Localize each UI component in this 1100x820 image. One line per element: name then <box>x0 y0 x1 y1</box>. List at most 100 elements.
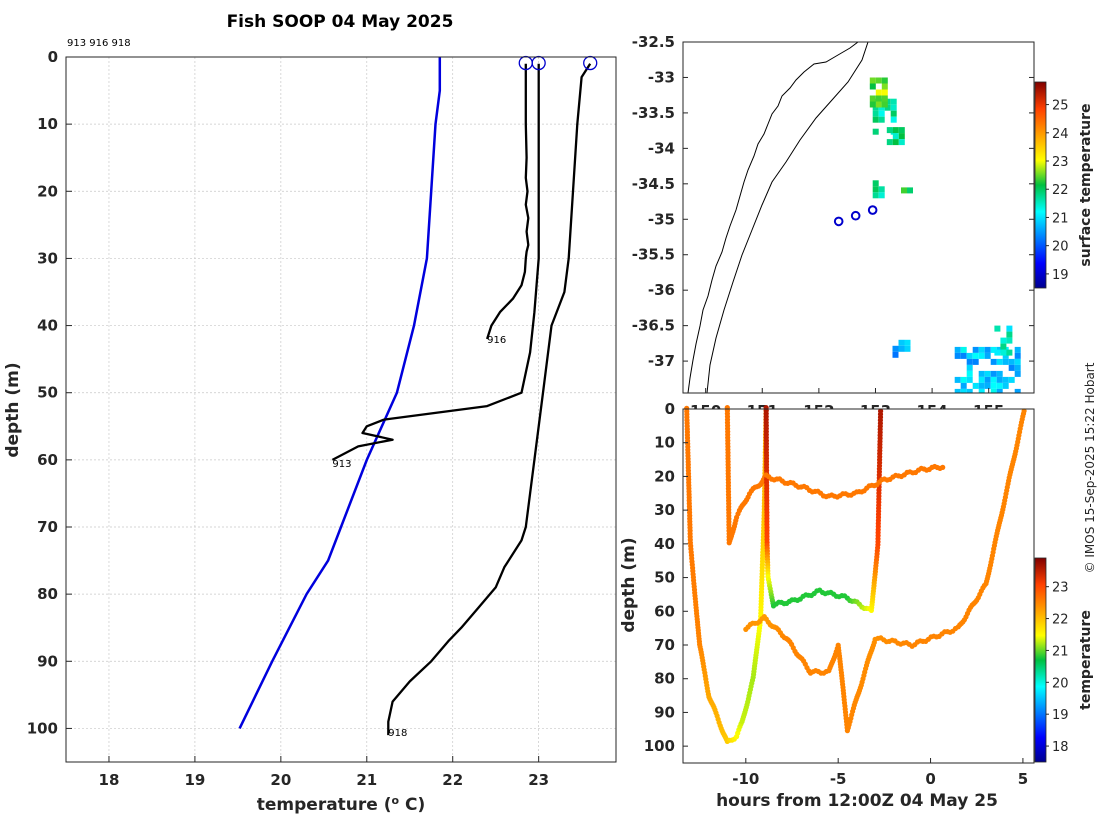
sst-pixel <box>875 101 882 108</box>
sst-pixel <box>996 382 1003 389</box>
sst-pixel <box>898 139 905 146</box>
map-axes-box <box>682 41 1035 394</box>
map-y-tick: -34 <box>648 139 675 157</box>
section-y-tick: 70 <box>654 636 675 654</box>
sst-pixel <box>872 186 879 193</box>
profile-x-tick: 21 <box>356 771 377 789</box>
section-tracks <box>684 405 1027 745</box>
sst-pixel <box>960 382 967 389</box>
sst-pixel <box>892 345 899 352</box>
profile-y-tick: 20 <box>37 182 58 200</box>
map-y-tick: -33.5 <box>632 104 675 122</box>
sst-pixel <box>960 352 967 359</box>
station-marker <box>867 205 878 215</box>
sst-pixel <box>1002 376 1009 383</box>
sst-pixel <box>878 192 885 199</box>
sst-pixel <box>990 388 997 393</box>
sst-pixel <box>872 128 879 135</box>
sst-pixel <box>1014 388 1021 393</box>
sst-pixel <box>904 345 911 352</box>
sst-pixel <box>960 346 967 353</box>
sst-pixel <box>1014 346 1021 353</box>
sst-patches <box>869 77 1021 393</box>
sst-pixel <box>875 95 882 102</box>
sst-pixel <box>872 110 879 117</box>
section-x-tick: -5 <box>830 770 847 788</box>
section-plot-area <box>683 409 1034 763</box>
section-point-913 <box>878 408 884 414</box>
sst-pixel <box>966 358 973 365</box>
sst-pixel <box>1006 337 1013 344</box>
sst-pixel <box>890 98 897 105</box>
sst-colorbar-tick: 24 <box>1052 127 1069 142</box>
profile-x-tick: 22 <box>442 771 463 789</box>
sst-pixel <box>978 346 985 353</box>
profile-chart: Fish SOOP 04 May 2025 913 916 918 18 19 20… <box>3 12 617 815</box>
sst-pixel <box>1000 343 1007 350</box>
temp-colorbar-ticks: 18 19 20 21 22 23 <box>1046 581 1069 755</box>
map-y-tick: -35 <box>648 210 675 228</box>
profile-y-tick: 0 <box>48 48 58 66</box>
sst-pixel <box>881 95 888 102</box>
sst-pixel <box>960 376 967 383</box>
sst-pixel <box>990 382 997 389</box>
sst-colorbar <box>1034 81 1047 289</box>
sst-pixel <box>872 116 879 123</box>
profile-y-tick: 50 <box>37 384 58 402</box>
sst-pixel <box>966 376 973 383</box>
sst-colorbar-tick: 19 <box>1052 268 1069 283</box>
sst-pixel <box>990 370 997 377</box>
sst-pixel <box>1002 382 1009 389</box>
sst-pixel <box>954 352 961 359</box>
sst-pixel <box>878 186 885 193</box>
section-y-tick: 10 <box>654 434 675 452</box>
station-marker <box>850 210 861 221</box>
sst-pixel <box>872 180 879 187</box>
profile-lines: 916 913 918 <box>238 55 598 739</box>
sst-colorbar-ticks: 19 20 21 22 23 24 25 <box>1046 99 1069 283</box>
sst-pixel <box>972 382 979 389</box>
section-y-tick: 60 <box>654 602 675 620</box>
section-y-tick: 20 <box>654 467 675 485</box>
sst-pixel <box>881 83 888 90</box>
profile-y-tick: 30 <box>37 249 58 267</box>
sst-colorbar-label: surface temperature <box>1078 103 1094 266</box>
sst-pixel <box>878 110 885 117</box>
sst-pixel <box>872 192 879 199</box>
sst-pixel <box>990 376 997 383</box>
map-y-tick: -35.5 <box>632 246 675 264</box>
sst-pixel <box>1002 358 1009 365</box>
station-markers <box>833 205 878 227</box>
sst-pixel <box>881 77 888 84</box>
map-y-tick: -34.5 <box>632 175 675 193</box>
profile-line-913 <box>331 63 540 461</box>
sst-pixel <box>892 139 899 146</box>
credit-label: © IMOS 15-Sep-2025 15:22 Hobart <box>1083 362 1097 573</box>
profile-end-label-916: 916 <box>487 335 506 346</box>
sst-pixel <box>886 139 893 146</box>
sst-pixel <box>881 89 888 96</box>
sst-pixel <box>1006 325 1013 332</box>
climatology-line <box>238 57 442 729</box>
coastline <box>687 42 859 393</box>
map-y-tick: -36.5 <box>632 317 675 335</box>
sst-pixel <box>884 104 891 111</box>
sst-pixel <box>954 388 961 393</box>
profile-y-tick: 40 <box>37 317 58 335</box>
profile-ids-label: 913 916 918 <box>67 38 131 49</box>
sst-pixel <box>978 376 985 383</box>
sst-pixel <box>978 388 985 393</box>
sst-pixel <box>881 101 888 108</box>
temp-colorbar-label: temperature <box>1078 610 1094 710</box>
sst-pixel <box>990 346 997 353</box>
sst-pixel <box>898 339 905 346</box>
sst-pixel <box>875 77 882 84</box>
sst-pixel <box>898 133 905 140</box>
station-marker <box>833 216 844 227</box>
sst-pixel <box>984 376 991 383</box>
sst-pixel <box>966 370 973 377</box>
sst-pixel <box>892 127 899 134</box>
profile-line-918 <box>387 63 592 736</box>
